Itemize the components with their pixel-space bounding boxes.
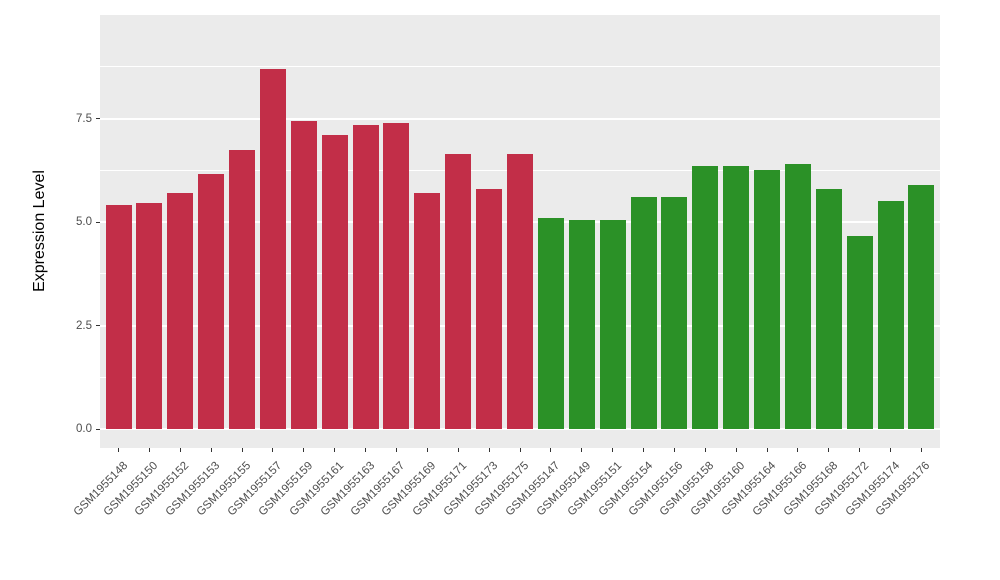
bar-GSM1955174 xyxy=(877,201,904,429)
bar-GSM1955164 xyxy=(754,170,781,429)
bar-GSM1955158 xyxy=(692,166,719,429)
x-tick-mark xyxy=(488,448,490,452)
bar-GSM1955166 xyxy=(784,164,811,429)
bar-GSM1955148 xyxy=(105,205,132,429)
x-tick-mark xyxy=(828,448,830,452)
bar-GSM1955161 xyxy=(321,135,348,429)
x-tick-mark xyxy=(890,448,892,452)
x-tick-label: GSM1955176 xyxy=(874,459,933,519)
x-tick-mark xyxy=(550,448,552,452)
bar-GSM1955176 xyxy=(908,184,935,429)
y-tick-mark xyxy=(96,428,100,430)
x-tick-mark xyxy=(859,448,861,452)
x-tick-mark xyxy=(797,448,799,452)
bar-GSM1955156 xyxy=(661,197,688,429)
bar-GSM1955157 xyxy=(259,68,286,429)
gridline-minor xyxy=(100,66,940,68)
gridline-major xyxy=(100,117,940,120)
bar-GSM1955167 xyxy=(383,122,410,429)
bar-GSM1955150 xyxy=(136,203,163,429)
y-tick-label: 5.0 xyxy=(76,216,92,228)
y-axis-title: Expression Level xyxy=(31,170,48,292)
bar-GSM1955163 xyxy=(352,124,379,429)
bar-GSM1955172 xyxy=(846,236,873,429)
bar-GSM1955154 xyxy=(630,197,657,429)
x-tick-mark xyxy=(303,448,305,452)
x-tick-mark xyxy=(457,448,459,452)
y-tick-label: 2.5 xyxy=(76,319,92,332)
bar-GSM1955149 xyxy=(568,219,595,429)
bar-GSM1955151 xyxy=(599,219,626,429)
x-tick-mark xyxy=(118,448,120,452)
bar-GSM1955160 xyxy=(723,166,750,429)
y-tick-mark xyxy=(96,325,100,326)
x-tick-mark xyxy=(581,448,583,452)
bar-GSM1955152 xyxy=(167,193,194,429)
gridline-major xyxy=(100,428,940,430)
x-tick-mark xyxy=(365,448,367,452)
y-tick-label: 7.5 xyxy=(76,112,92,125)
bar-GSM1955169 xyxy=(414,193,441,429)
x-tick-mark xyxy=(766,448,768,452)
x-tick-mark xyxy=(179,448,181,452)
plot-panel xyxy=(100,15,940,448)
x-tick-mark xyxy=(673,448,675,452)
bar-GSM1955153 xyxy=(198,174,225,429)
x-tick-mark xyxy=(643,448,645,452)
x-tick-mark xyxy=(735,448,737,452)
bar-GSM1955173 xyxy=(476,188,503,429)
x-tick-mark xyxy=(148,448,150,452)
bar-GSM1955175 xyxy=(507,153,533,429)
x-tick-mark xyxy=(426,448,428,452)
bar-GSM1955155 xyxy=(229,149,256,429)
bar-GSM1955159 xyxy=(290,120,317,429)
x-tick-mark xyxy=(704,448,706,452)
bar-GSM1955168 xyxy=(815,188,842,429)
x-tick-mark xyxy=(395,448,397,452)
y-tick-mark xyxy=(96,118,100,119)
x-tick-mark xyxy=(334,448,336,452)
bar-GSM1955171 xyxy=(445,153,472,429)
x-tick-mark xyxy=(272,448,274,452)
x-tick-mark xyxy=(519,448,521,452)
x-tick-mark xyxy=(210,448,212,452)
x-tick-mark xyxy=(612,448,614,452)
x-tick-mark xyxy=(920,448,922,452)
y-tick-mark xyxy=(96,221,100,223)
x-tick-mark xyxy=(241,448,243,452)
y-tick-label: 0.0 xyxy=(76,423,92,435)
bar-GSM1955147 xyxy=(537,217,564,429)
